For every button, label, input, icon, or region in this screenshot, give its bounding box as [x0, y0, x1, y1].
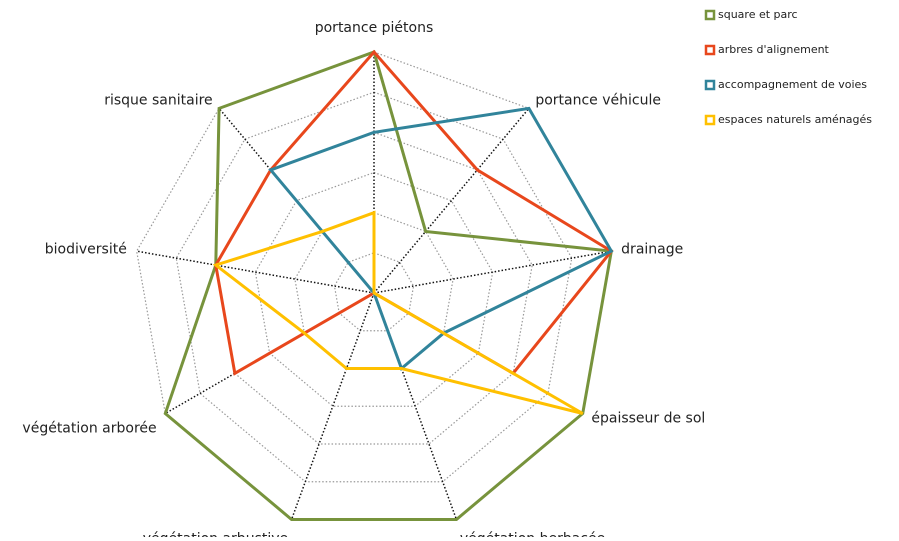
legend-swatch — [704, 9, 716, 21]
legend-swatch — [704, 114, 716, 126]
legend-swatch — [704, 44, 716, 56]
legend-swatch — [704, 79, 716, 91]
grid-ring — [333, 252, 415, 332]
axis-label: portance véhicule — [535, 93, 661, 109]
series-line — [163, 50, 614, 521]
grid-ring — [136, 51, 612, 521]
axis-spoke — [290, 292, 375, 520]
axis-spoke — [164, 292, 375, 415]
legend-label: espaces naturels aménagés — [718, 113, 872, 126]
axis-label: risque sanitaire — [104, 93, 212, 109]
axis-spoke — [373, 107, 530, 294]
axis-label: biodiversité — [45, 241, 127, 257]
legend-label: accompagnement de voies — [718, 78, 867, 91]
axis-label: végétation arbustive — [143, 531, 288, 537]
axis-label: végétation arborée — [22, 421, 156, 437]
legend-label: arbres d'alignement — [718, 43, 830, 56]
axis-label: végétation herbacée — [460, 531, 605, 537]
series-line — [268, 106, 614, 372]
axis-spoke — [136, 250, 375, 294]
axis-label: portance piétons — [315, 20, 434, 36]
axis-label: épaisseur de sol — [591, 411, 705, 427]
legend-label: square et parc — [718, 8, 798, 21]
grid-ring — [175, 91, 573, 483]
axis-spoke — [373, 250, 612, 294]
series-line — [212, 210, 584, 415]
grid-ring — [215, 131, 533, 445]
axis-label: drainage — [621, 241, 683, 257]
axis-spoke — [373, 292, 458, 520]
